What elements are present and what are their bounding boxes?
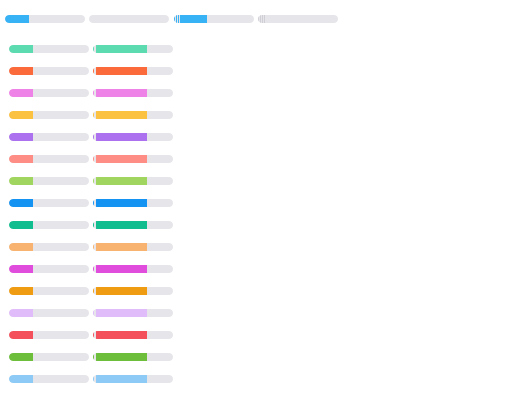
progress-bar-left-9 [9, 221, 89, 229]
progress-bar-right-14 [93, 331, 173, 339]
progress-fill [181, 15, 207, 23]
start-marker [93, 309, 94, 317]
progress-fill [96, 199, 147, 207]
progress-bar-left-10 [9, 243, 89, 251]
start-marker [93, 221, 94, 229]
progress-bar-left-11 [9, 265, 89, 273]
progress-bar-left-16 [9, 375, 89, 383]
progress-fill [9, 287, 33, 295]
start-marker [93, 177, 94, 185]
progress-fill [9, 199, 33, 207]
start-marker [93, 111, 94, 119]
progress-fill [5, 15, 29, 23]
progress-fill [9, 133, 33, 141]
progress-bar-right-6 [93, 155, 173, 163]
progress-fill [96, 309, 147, 317]
progress-bar-2 [89, 15, 169, 23]
progress-fill [96, 221, 147, 229]
progress-bar-right-15 [93, 353, 173, 361]
progress-bar-right-3 [93, 89, 173, 97]
progress-bar-right-4 [93, 111, 173, 119]
progress-fill [96, 287, 147, 295]
progress-fill [9, 353, 33, 361]
progress-fill [96, 111, 147, 119]
progress-bar-left-5 [9, 133, 89, 141]
start-marker [93, 133, 94, 141]
start-marker [93, 199, 94, 207]
buffer-stripes [174, 15, 181, 23]
progress-fill [9, 155, 33, 163]
progress-fill [9, 45, 33, 53]
progress-bar-left-1 [9, 45, 89, 53]
progress-bar-right-5 [93, 133, 173, 141]
progress-fill [96, 331, 147, 339]
progress-bar-right-11 [93, 265, 173, 273]
start-marker [93, 375, 94, 383]
progress-fill [96, 45, 147, 53]
start-marker [93, 265, 94, 273]
progress-bar-right-12 [93, 287, 173, 295]
start-marker [93, 89, 94, 97]
progress-bar-left-8 [9, 199, 89, 207]
progress-fill [9, 177, 33, 185]
progress-fill [96, 89, 147, 97]
progress-bar-left-4 [9, 111, 89, 119]
progress-bar-4 [258, 15, 338, 23]
start-marker [93, 243, 94, 251]
progress-bar-left-13 [9, 309, 89, 317]
progress-fill [9, 265, 33, 273]
progress-bar-left-6 [9, 155, 89, 163]
progress-bar-right-8 [93, 199, 173, 207]
progress-bar-right-2 [93, 67, 173, 75]
progress-bar-right-7 [93, 177, 173, 185]
start-marker [93, 67, 94, 75]
progress-fill [96, 133, 147, 141]
progress-fill [96, 353, 147, 361]
progress-bar-right-13 [93, 309, 173, 317]
progress-bar-left-3 [9, 89, 89, 97]
progress-bar-3 [174, 15, 254, 23]
start-marker [93, 353, 94, 361]
progress-fill [9, 331, 33, 339]
start-marker [93, 155, 94, 163]
progress-bar-right-10 [93, 243, 173, 251]
progress-fill [96, 375, 147, 383]
progress-bar-left-7 [9, 177, 89, 185]
progress-fill [96, 67, 147, 75]
progress-fill [9, 67, 33, 75]
progress-fill [9, 375, 33, 383]
progress-fill [96, 265, 147, 273]
progress-fill [96, 155, 147, 163]
progress-bar-left-12 [9, 287, 89, 295]
progress-fill [96, 177, 147, 185]
progress-fill [9, 89, 33, 97]
progress-bar-1 [5, 15, 85, 23]
buffer-stripes [258, 15, 265, 23]
progress-bar-right-9 [93, 221, 173, 229]
progress-fill [9, 221, 33, 229]
progress-bar-left-2 [9, 67, 89, 75]
progress-bar-left-15 [9, 353, 89, 361]
progress-fill [9, 111, 33, 119]
start-marker [93, 45, 94, 53]
start-marker [93, 331, 94, 339]
progress-bar-right-16 [93, 375, 173, 383]
progress-bar-right-1 [93, 45, 173, 53]
progress-fill [9, 309, 33, 317]
start-marker [93, 287, 94, 295]
progress-fill [96, 243, 147, 251]
progress-bar-left-14 [9, 331, 89, 339]
progress-fill [9, 243, 33, 251]
